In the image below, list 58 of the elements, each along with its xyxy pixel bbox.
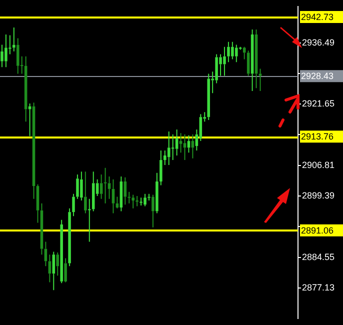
candlestick	[128, 191, 131, 204]
y-tick-label: 2936.49	[302, 37, 335, 48]
candlestick	[144, 193, 146, 207]
candlestick	[160, 150, 162, 186]
candlestick	[108, 176, 111, 200]
candlestick	[72, 193, 75, 217]
candlestick	[171, 134, 174, 161]
candlestick	[40, 202, 44, 256]
candlestick	[179, 132, 182, 154]
candlestick	[84, 171, 87, 214]
candlestick	[104, 167, 107, 204]
candlestick	[175, 128, 178, 156]
candlestick	[167, 131, 170, 166]
ref-line-label: 2913.76	[301, 132, 334, 142]
ref-line-label: 2942.73	[301, 12, 334, 22]
candlestick	[56, 252, 60, 276]
y-tick-label: 2899.39	[302, 190, 335, 200]
candlestick	[100, 174, 103, 200]
ref-line-label: 2928.43	[301, 71, 334, 82]
ref-line-label: 2891.06	[301, 225, 334, 236]
y-tick-label: 2921.65	[302, 98, 335, 109]
candlestick	[112, 178, 115, 214]
candlestick	[120, 176, 123, 212]
candlestick	[16, 38, 20, 74]
y-tick-label: 2906.81	[302, 160, 335, 170]
candlestick	[199, 114, 202, 142]
candlestick	[124, 176, 127, 206]
candlestick	[92, 171, 95, 212]
candlestick	[80, 171, 83, 201]
candlestick	[48, 254, 52, 283]
candlestick	[64, 258, 67, 283]
candlestick	[156, 172, 158, 214]
candlestick	[32, 102, 36, 200]
candlestick	[223, 46, 226, 76]
candlestick	[132, 194, 134, 209]
candlestick	[242, 46, 246, 60]
y-tick-label: 2884.55	[302, 252, 335, 262]
candlestick	[148, 193, 150, 201]
candlestick	[4, 34, 8, 68]
candlestick	[52, 251, 56, 291]
candlestick	[88, 198, 91, 242]
candlestick	[152, 194, 154, 228]
candlestick	[0, 44, 4, 68]
candlestick	[76, 174, 79, 200]
candlestick	[227, 41, 230, 63]
candlestick	[68, 208, 71, 267]
candlestick	[258, 68, 262, 92]
candlestick	[235, 44, 238, 63]
candlestick	[246, 50, 250, 76]
y-tick-label: 2877.13	[302, 282, 335, 292]
candlestick	[140, 197, 142, 206]
candlestick	[36, 184, 40, 224]
candlestick	[219, 54, 222, 76]
candlestick	[164, 150, 166, 166]
candlestick	[207, 73, 210, 120]
candlestick	[12, 26, 16, 52]
candlestick	[231, 41, 234, 60]
candlestick	[60, 219, 63, 284]
